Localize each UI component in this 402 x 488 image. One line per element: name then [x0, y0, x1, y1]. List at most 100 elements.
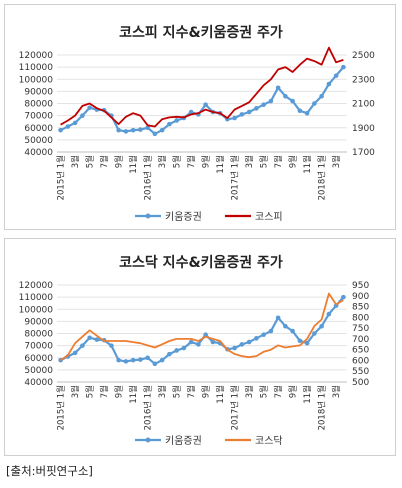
left-axis-tick-label: 90000 [24, 87, 53, 97]
left-axis-tick-label: 80000 [24, 330, 53, 340]
data-point-kiwoom [254, 106, 259, 111]
right-axis-tick-label: 950 [352, 281, 369, 291]
data-point-kiwoom [159, 357, 165, 363]
legend-label-kosdaq: 코스닥 [255, 435, 283, 447]
x-axis-tick-label: 2018년 1월 [317, 385, 328, 430]
data-point-kiwoom [333, 73, 339, 78]
data-point-kiwoom [275, 85, 281, 91]
x-axis-tick-label: 5월 [259, 155, 270, 168]
data-point-kiwoom [232, 345, 237, 351]
data-point-kiwoom [181, 345, 187, 351]
x-axis-tick-label: 11월 [215, 155, 226, 174]
right-axis-tick-label: 800 [352, 313, 369, 323]
data-point-kiwoom [138, 357, 143, 362]
data-point-kiwoom [138, 127, 143, 132]
data-point-kiwoom [341, 294, 346, 300]
x-axis-tick-label: 11월 [302, 155, 313, 174]
right-axis-tick-label: 1700 [352, 148, 375, 158]
x-axis-tick-label: 2015년 1월 [56, 385, 67, 430]
data-point-kiwoom [159, 127, 165, 133]
x-axis-tick-label: 2017년 1월 [230, 155, 241, 200]
left-axis-tick-label: 40000 [24, 148, 53, 158]
data-point-kiwoom [232, 115, 237, 121]
data-point-kiwoom [152, 361, 158, 367]
left-axis-tick-label: 120000 [19, 51, 54, 61]
x-axis-tick-label: 7월 [273, 155, 284, 168]
x-axis-tick-label: 7월 [99, 155, 110, 168]
x-axis-tick-label: 9월 [288, 155, 299, 168]
data-point-kiwoom [312, 101, 317, 106]
x-axis-tick-label: 5월 [172, 385, 183, 398]
kosdaq-chart: 코스닥 지수&키움증권 주가 120000 110000 100000 90000 800… [19, 254, 370, 447]
right-axis-tick-label: 750 [352, 324, 369, 334]
x-axis-tick-label: 2016년 1월 [143, 385, 154, 430]
x-axis-tick-label: 3월 [331, 155, 342, 168]
right-axis-tick-label: 1900 [352, 124, 375, 134]
data-point-kiwoom [246, 339, 252, 345]
right-axis-tick-label: 900 [352, 292, 369, 302]
data-point-kiwoom [116, 357, 121, 363]
x-axis-tick-label: 3월 [70, 385, 81, 398]
left-axis-tick-label: 100000 [19, 305, 54, 315]
data-point-kiwoom [123, 359, 129, 364]
x-axis-tick-label: 9월 [201, 155, 212, 168]
x-axis-tick-label: 7월 [99, 385, 110, 398]
data-point-kiwoom [290, 98, 295, 104]
data-point-kiwoom [123, 129, 129, 134]
data-point-kiwoom [65, 124, 71, 129]
data-point-kiwoom [203, 332, 208, 338]
data-point-kiwoom [326, 81, 332, 87]
x-axis-tick-label: 3월 [70, 155, 81, 168]
data-point-kiwoom [304, 340, 310, 346]
data-point-kiwoom [290, 328, 295, 334]
data-point-kiwoom [72, 350, 78, 356]
x-axis-tick-label: 7월 [273, 385, 284, 398]
x-axis-tick-label: 11월 [128, 385, 139, 404]
legend-marker-kiwoom [145, 437, 151, 443]
legend-label-kiwoom: 키움증권 [165, 435, 202, 447]
left-axis-tick-label: 120000 [19, 281, 54, 291]
data-point-kiwoom [326, 311, 332, 317]
data-point-kiwoom [145, 355, 150, 361]
data-point-kiwoom [254, 336, 259, 341]
chart-title: 코스닥 지수&키움증권 주가 [119, 254, 283, 271]
data-point-kiwoom [188, 109, 194, 115]
x-axis-tick-label: 5월 [85, 385, 96, 398]
data-point-kiwoom [341, 64, 346, 70]
x-axis-tick-label: 9월 [288, 385, 299, 398]
x-axis-tick-label: 2016년 1월 [143, 155, 154, 200]
data-point-kiwoom [87, 335, 92, 341]
x-axis-tick-label: 5월 [172, 155, 183, 168]
x-axis-tick-label: 9월 [114, 385, 125, 398]
x-axis-tick-label: 2015년 1월 [56, 155, 67, 200]
data-point-kiwoom [283, 93, 288, 99]
data-point-kiwoom [167, 121, 172, 127]
right-axis-tick-label: 850 [352, 303, 369, 313]
x-axis-tick-label: 9월 [201, 385, 212, 398]
data-point-kiwoom [312, 331, 317, 336]
data-point-kiwoom [58, 127, 63, 133]
data-point-kiwoom [109, 343, 114, 348]
right-axis-tick-label: 600 [352, 356, 369, 366]
data-point-kiwoom [275, 315, 281, 321]
x-axis-tick-label: 9월 [114, 155, 125, 168]
left-axis-tick-label: 40000 [24, 378, 53, 388]
data-point-kiwoom [80, 343, 85, 348]
data-point-kiwoom [130, 127, 136, 133]
data-point-kiwoom [297, 108, 303, 114]
series-line-kospi [60, 46, 344, 128]
left-axis-tick-label: 100000 [19, 75, 54, 85]
kosdaq-chart-panel: 코스닥 지수&키움증권 주가 120000 110000 100000 90000 800… [4, 238, 396, 456]
chart-title: 코스피 지수&키움증권 주가 [119, 25, 283, 41]
data-point-kiwoom [87, 105, 92, 111]
data-point-kiwoom [261, 332, 266, 338]
left-axis-tick-label: 70000 [24, 342, 53, 352]
data-point-kiwoom [94, 337, 100, 342]
kospi-chart: 코스피 지수&키움증권 주가 120000 110000 100000 90000 800… [19, 25, 376, 223]
x-axis-tick-label: 3월 [157, 155, 168, 168]
data-point-kiwoom [145, 125, 150, 131]
x-axis-tick-label: 2018년 1월 [317, 155, 328, 200]
x-axis-tick-label: 5월 [85, 155, 96, 168]
left-axis-tick-label: 60000 [24, 124, 53, 134]
data-point-kiwoom [319, 323, 324, 329]
